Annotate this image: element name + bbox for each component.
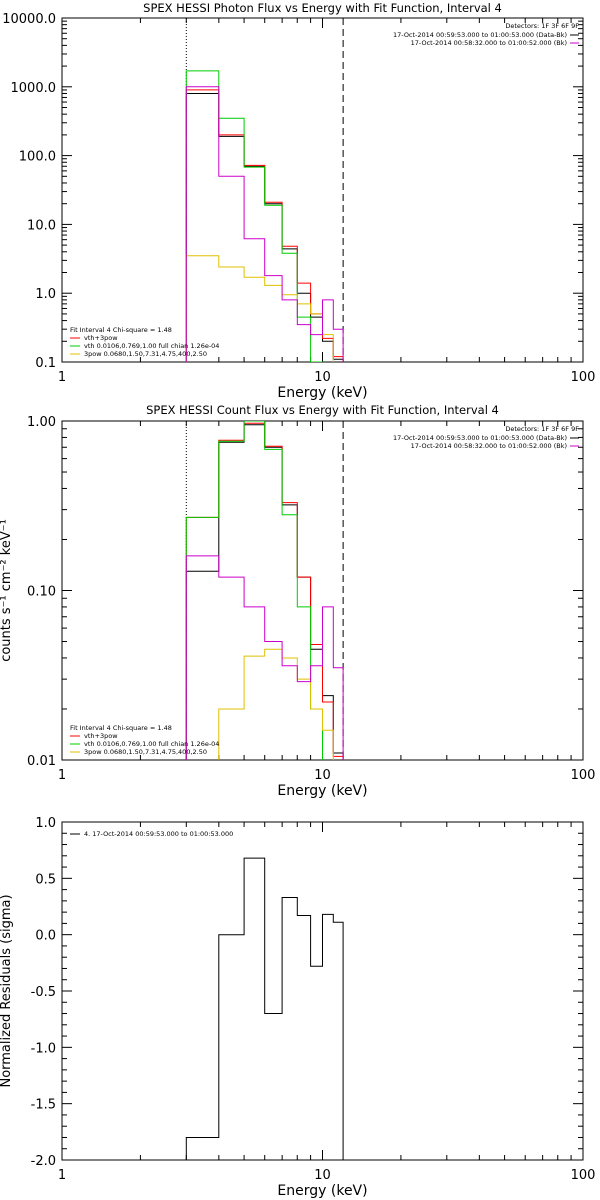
series-line-5 [185,555,344,760]
y-tick-label: 1.0 [35,816,56,831]
legend-left-text: 4. 17-Oct-2014 00:59:53.000 to 01:00:53.… [84,830,233,838]
chart-panel-3: 1 10 100 Energy (keV) 1.0 0.5 0.0 -0.5 -1.0 -1.5 -… [0,816,595,1199]
y-tick-label: 1.0 [35,287,56,302]
legend-left-text: vth+3pow [84,334,118,342]
detectors-label: Detectors: 1F 3F 6F 9F [505,22,579,30]
y-tick-label: -1.5 [31,1098,56,1113]
y-tick-label: 0.01 [27,754,56,769]
series-line-3 [185,421,344,760]
legend-right-text: 17-Oct-2014 00:59:53.000 to 01:00:53.000… [393,434,567,442]
y-axis-label: Normalized Residuals (sigma) [0,894,14,1087]
x-axis-label: Energy (keV) [277,783,367,799]
y-tick-label: 0.5 [35,872,56,887]
x-axis-label: Energy (keV) [277,1183,367,1199]
x-tick-label: 100 [571,370,596,385]
y-tick-label: 10.0 [27,218,56,233]
series-line-4 [185,648,344,760]
legend-left-text: vth 0.0106,0.769,1.00 full chian 1.26e-0… [84,342,219,350]
legend-left-text: vth+3pow [84,732,118,740]
y-tick-label: 0.0 [35,929,56,944]
x-tick-label: 100 [571,768,596,783]
x-tick-label: 1 [58,370,66,385]
legend-right-text: 17-Oct-2014 00:58:32.000 to 01:00:52.000… [411,442,567,450]
legend-left-text: vth 0.0106,0.769,1.00 full chian 1.26e-0… [84,740,219,748]
series-group [185,421,344,760]
series-line-5 [185,86,344,362]
y-tick-label: 100.0 [19,150,56,165]
y-tick-label: -2.0 [31,1154,56,1169]
legend-right-text: 17-Oct-2014 00:58:32.000 to 01:00:52.000… [411,39,567,47]
legend-left-text: 3pow 0.0680,1.50,7.31,4.75,400,2.50 [84,748,207,756]
y-tick-label: -1.0 [31,1041,56,1056]
x-tick-label: 100 [571,1168,596,1183]
series-group [185,70,344,362]
x-axis-label: Energy (keV) [277,385,367,401]
series-line-2 [185,422,344,760]
x-tick-label: 10 [314,370,331,385]
y-tick-label: 1.00 [27,415,56,430]
x-tick-label: 10 [314,1168,331,1183]
y-tick-label: -0.5 [31,985,56,1000]
y-axis-label: counts s⁻¹ cm⁻² keV⁻¹ [0,519,14,662]
y-tick-label: 0.10 [27,585,56,600]
chart-panel-1: SPEX HESSI Photon Flux vs Energy with Fi… [2,1,595,401]
chart-title: SPEX HESSI Count Flux vs Energy with Fit… [146,403,499,417]
series-line-2 [185,89,344,362]
fit-chi-square-text: Fit Interval 4 Chi-square = 1.48 [70,326,172,334]
series-line-1 [185,93,344,362]
x-tick-label: 1 [58,768,66,783]
legend-right-text: 17-Oct-2014 00:59:53.000 to 01:00:53.000… [393,31,567,39]
series-line-1 [185,424,344,760]
fit-chi-square-text: Fit Interval 4 Chi-square = 1.48 [70,724,172,732]
x-tick-label: 10 [314,768,331,783]
series-group [185,857,344,1160]
x-tick-label: 1 [58,1168,66,1183]
plot-frame [61,821,584,1161]
chart-title: SPEX HESSI Photon Flux vs Energy with Fi… [143,1,502,15]
detectors-label: Detectors: 1F 3F 6F 9F [505,425,579,433]
y-tick-label: 10000.0 [2,12,56,27]
series-line-1 [185,857,344,1160]
legend-left-text: 3pow 0.0680,1.50,7.31,4.75,400,2.50 [84,350,207,358]
series-line-3 [185,70,344,362]
y-tick-label: 0.1 [35,356,56,371]
series-line-4 [185,255,344,362]
y-tick-label: 1000.0 [11,81,57,96]
chart-panel-2: SPEX HESSI Count Flux vs Energy with Fit… [0,403,595,799]
